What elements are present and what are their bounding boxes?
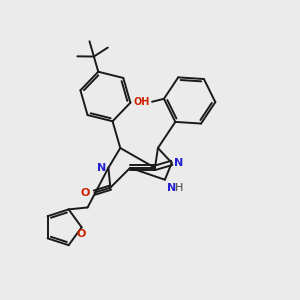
Text: N: N (167, 183, 176, 193)
Text: H: H (175, 183, 183, 193)
Text: O: O (80, 188, 90, 198)
Text: N: N (174, 158, 183, 168)
Text: O: O (77, 229, 86, 239)
Text: N: N (97, 163, 106, 173)
Text: OH: OH (134, 97, 150, 107)
